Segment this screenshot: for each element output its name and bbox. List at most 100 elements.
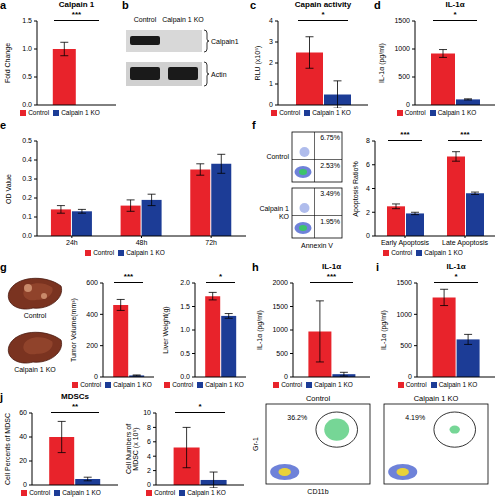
svg-text:1000: 1000 xyxy=(394,45,410,52)
svg-text:0: 0 xyxy=(269,101,273,108)
svg-text:48h: 48h xyxy=(136,239,148,246)
svg-text:4: 4 xyxy=(147,453,151,460)
svg-text:Control: Control xyxy=(24,312,47,319)
svg-text:8: 8 xyxy=(366,137,370,144)
svg-text:1000: 1000 xyxy=(272,326,288,333)
svg-text:6: 6 xyxy=(366,161,370,168)
svg-text:0.0: 0.0 xyxy=(22,101,32,108)
svg-text:0: 0 xyxy=(94,373,98,380)
html-text:Capain activity: Capain activity xyxy=(294,0,352,9)
svg-text:4.19%: 4.19% xyxy=(405,414,425,421)
svg-text:1: 1 xyxy=(269,80,273,87)
svg-text:Annexin V: Annexin V xyxy=(301,242,333,249)
svg-text:400: 400 xyxy=(86,311,98,318)
svg-text:500: 500 xyxy=(276,350,288,357)
html-text:IL-1α (pg/ml): IL-1α (pg/ml) xyxy=(378,43,386,83)
svg-text:20: 20 xyxy=(19,457,27,464)
svg-text:72h: 72h xyxy=(205,239,217,246)
svg-text:Calpain1: Calpain1 xyxy=(211,38,239,46)
svg-text:60: 60 xyxy=(19,409,27,416)
svg-text:24h: 24h xyxy=(66,239,78,246)
svg-text:0.5: 0.5 xyxy=(22,137,32,144)
svg-text:36.2%: 36.2% xyxy=(287,414,307,421)
html-text:IL-1α: IL-1α xyxy=(321,262,342,271)
svg-text:0.2: 0.2 xyxy=(22,194,32,201)
svg-text:0: 0 xyxy=(284,373,288,380)
svg-text:1.0: 1.0 xyxy=(22,45,32,52)
svg-text:0.4: 0.4 xyxy=(22,156,32,163)
svg-text:10: 10 xyxy=(143,409,151,416)
svg-text:2: 2 xyxy=(147,467,151,474)
svg-text:CD11b: CD11b xyxy=(307,488,328,495)
svg-text:6.75%: 6.75% xyxy=(320,134,340,141)
svg-text:2.0: 2.0 xyxy=(180,279,190,286)
html-text:c: c xyxy=(250,0,257,11)
svg-text:0: 0 xyxy=(147,481,151,488)
svg-text:4: 4 xyxy=(269,17,273,24)
svg-text:1.0: 1.0 xyxy=(180,326,190,333)
svg-text:Calpain 1 KO: Calpain 1 KO xyxy=(14,366,56,374)
svg-text:0.0: 0.0 xyxy=(22,232,32,239)
svg-text:40: 40 xyxy=(19,433,27,440)
html-text:Calpain 1 KO: Calpain 1 KO xyxy=(312,109,351,116)
svg-text:Early Apoptosis: Early Apoptosis xyxy=(381,239,430,247)
html-text:Control: Control xyxy=(404,109,426,116)
html-text:IL-1α: IL-1α xyxy=(446,262,466,271)
svg-text:Actin: Actin xyxy=(211,71,227,78)
svg-text:0.0: 0.0 xyxy=(180,373,190,380)
html-text:RLU (x10⁵): RLU (x10⁵) xyxy=(254,45,262,81)
svg-text:0: 0 xyxy=(408,373,412,380)
svg-text:0: 0 xyxy=(406,101,410,108)
svg-text:2: 2 xyxy=(366,209,370,216)
html-text:IL-1α (pg/ml): IL-1α (pg/ml) xyxy=(380,310,388,350)
html-text:Control: Control xyxy=(279,109,301,116)
html-text:Calpain 1 KO: Calpain 1 KO xyxy=(259,205,289,220)
html-text:Cell Percents of MDSC: Cell Percents of MDSC xyxy=(4,413,12,485)
html-text:Apoptosis Ratio%: Apoptosis Ratio% xyxy=(351,160,359,217)
svg-text:0.3: 0.3 xyxy=(22,175,32,182)
html-text:Cell Numbers of MDSC (x 10⁵): Cell Numbers of MDSC (x 10⁵) xyxy=(124,423,139,475)
svg-text:0: 0 xyxy=(366,232,370,239)
html-text:a: a xyxy=(0,0,7,11)
html-text:IL-1α: IL-1α xyxy=(445,0,465,9)
html-text:IL-1α (pg/ml): IL-1α (pg/ml) xyxy=(256,310,264,350)
svg-text:0.1: 0.1 xyxy=(22,213,32,220)
svg-text:1500: 1500 xyxy=(396,279,412,286)
svg-text:Gr-1: Gr-1 xyxy=(252,437,259,451)
svg-text:2000: 2000 xyxy=(272,279,288,286)
svg-text:0.5: 0.5 xyxy=(180,350,190,357)
html-text:Liver Weight(g): Liver Weight(g) xyxy=(162,306,170,354)
svg-text:2: 2 xyxy=(269,59,273,66)
html-text:Calpain 1 KO: Calpain 1 KO xyxy=(61,109,100,116)
svg-text:3.49%: 3.49% xyxy=(320,190,340,197)
svg-text:6: 6 xyxy=(147,438,151,445)
svg-text:1.5: 1.5 xyxy=(22,17,32,24)
svg-text:8: 8 xyxy=(147,424,151,431)
html-text:d: d xyxy=(374,0,381,11)
html-text:Calpain 1: Calpain 1 xyxy=(58,0,95,9)
svg-text:4: 4 xyxy=(366,185,370,192)
svg-text:200: 200 xyxy=(86,342,98,349)
html-text:MDSCs: MDSCs xyxy=(61,392,89,401)
svg-text:2.53%: 2.53% xyxy=(320,162,340,169)
svg-text:Control: Control xyxy=(306,394,331,403)
svg-text:0: 0 xyxy=(23,481,27,488)
svg-text:1500: 1500 xyxy=(394,17,410,24)
svg-text:600: 600 xyxy=(86,279,98,286)
svg-text:Calpain 1 KO: Calpain 1 KO xyxy=(162,16,204,24)
svg-text:500: 500 xyxy=(398,73,410,80)
svg-text:Calpain 1 KO: Calpain 1 KO xyxy=(414,394,459,403)
svg-text:3: 3 xyxy=(269,38,273,45)
svg-text:1000: 1000 xyxy=(396,311,412,318)
svg-text:Late Apoptosis: Late Apoptosis xyxy=(442,239,488,247)
html-text:OD Value: OD Value xyxy=(4,173,12,204)
html-text:Fold Change: Fold Change xyxy=(4,43,12,83)
svg-text:0.5: 0.5 xyxy=(22,73,32,80)
svg-text:Control: Control xyxy=(134,16,157,23)
html-text:Control: Control xyxy=(28,109,50,116)
html-text:Tumor Volume(mm³): Tumor Volume(mm³) xyxy=(70,298,78,362)
svg-text:1500: 1500 xyxy=(272,303,288,310)
svg-text:500: 500 xyxy=(400,342,412,349)
svg-text:1.95%: 1.95% xyxy=(320,218,340,225)
svg-text:1.5: 1.5 xyxy=(180,303,190,310)
